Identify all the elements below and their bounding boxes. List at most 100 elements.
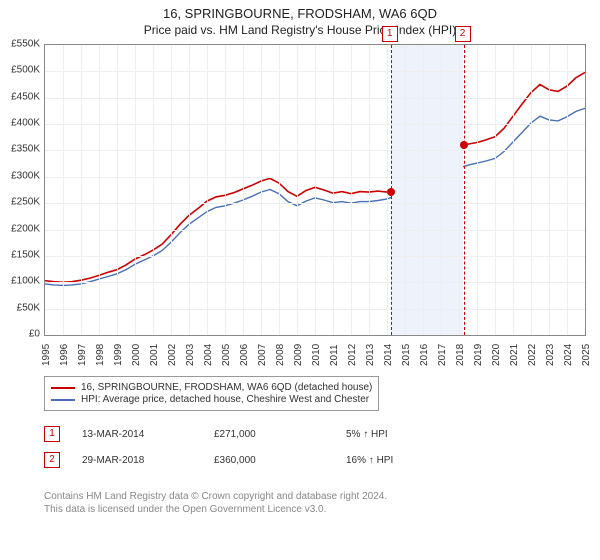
grid-v [63, 45, 64, 335]
x-tick-label: 2020 [491, 344, 502, 366]
x-tick-label: 2009 [293, 344, 304, 366]
y-tick-label: £350K [4, 144, 40, 155]
y-tick-label: £250K [4, 197, 40, 208]
event-marker-box: 2 [455, 26, 471, 42]
y-tick-label: £0 [4, 329, 40, 340]
grid-v [567, 45, 568, 335]
x-tick-label: 2024 [563, 344, 574, 366]
grid-v [135, 45, 136, 335]
x-tick-label: 1996 [59, 344, 70, 366]
x-tick-label: 1997 [77, 344, 88, 366]
grid-v [117, 45, 118, 335]
event-vline [464, 45, 465, 335]
x-tick-label: 2000 [131, 344, 142, 366]
event-row: 1 13-MAR-2014 £271,000 5% ↑ HPI [44, 426, 456, 442]
x-tick-label: 2008 [275, 344, 286, 366]
event-row: 2 29-MAR-2018 £360,000 16% ↑ HPI [44, 452, 456, 468]
y-tick-label: £300K [4, 170, 40, 181]
title-line-1: 16, SPRINGBOURNE, FRODSHAM, WA6 6QD [0, 6, 600, 21]
event-date: 29-MAR-2018 [82, 455, 192, 466]
x-tick-label: 2012 [347, 344, 358, 366]
grid-v [531, 45, 532, 335]
legend-label: 16, SPRINGBOURNE, FRODSHAM, WA6 6QD (det… [81, 382, 372, 393]
y-tick-label: £550K [4, 39, 40, 50]
x-tick-label: 2005 [221, 344, 232, 366]
event-date: 13-MAR-2014 [82, 429, 192, 440]
y-tick-label: £400K [4, 118, 40, 129]
legend-swatch [51, 387, 75, 389]
title-line-2: Price paid vs. HM Land Registry's House … [0, 23, 600, 37]
event-marker-box: 1 [382, 26, 398, 42]
grid-v [549, 45, 550, 335]
x-tick-label: 2010 [311, 344, 322, 366]
x-tick-label: 2006 [239, 344, 250, 366]
x-tick-label: 2004 [203, 344, 214, 366]
y-tick-label: £150K [4, 249, 40, 260]
x-tick-label: 2003 [185, 344, 196, 366]
x-tick-label: 1998 [95, 344, 106, 366]
grid-v [225, 45, 226, 335]
event-delta: 16% ↑ HPI [346, 455, 456, 466]
x-tick-label: 1999 [113, 344, 124, 366]
x-tick-label: 2001 [149, 344, 160, 366]
x-tick-label: 2018 [455, 344, 466, 366]
plot-area [44, 44, 586, 336]
grid-v [279, 45, 280, 335]
legend-row: HPI: Average price, detached house, Ches… [51, 394, 372, 405]
grid-v [189, 45, 190, 335]
event-price: £271,000 [214, 429, 324, 440]
event-price: £360,000 [214, 455, 324, 466]
x-tick-label: 2002 [167, 344, 178, 366]
grid-v [207, 45, 208, 335]
x-tick-label: 2021 [509, 344, 520, 366]
x-tick-label: 1995 [41, 344, 52, 366]
grid-v [369, 45, 370, 335]
grid-v [261, 45, 262, 335]
x-tick-label: 2017 [437, 344, 448, 366]
x-tick-label: 2015 [401, 344, 412, 366]
grid-v [333, 45, 334, 335]
x-tick-label: 2016 [419, 344, 430, 366]
grid-v [297, 45, 298, 335]
event-delta: 5% ↑ HPI [346, 429, 456, 440]
chart-container: 16, SPRINGBOURNE, FRODSHAM, WA6 6QD Pric… [0, 0, 600, 560]
grid-v [405, 45, 406, 335]
legend: 16, SPRINGBOURNE, FRODSHAM, WA6 6QD (det… [44, 376, 379, 411]
grid-v [81, 45, 82, 335]
footer-line: This data is licensed under the Open Gov… [44, 503, 387, 516]
grid-v [423, 45, 424, 335]
grid-v [441, 45, 442, 335]
x-tick-label: 2014 [383, 344, 394, 366]
y-tick-label: £100K [4, 276, 40, 287]
legend-swatch [51, 399, 75, 401]
legend-row: 16, SPRINGBOURNE, FRODSHAM, WA6 6QD (det… [51, 382, 372, 393]
y-tick-label: £50K [4, 302, 40, 313]
grid-v [477, 45, 478, 335]
x-tick-label: 2007 [257, 344, 268, 366]
x-tick-label: 2023 [545, 344, 556, 366]
legend-label: HPI: Average price, detached house, Ches… [81, 394, 369, 405]
x-tick-label: 2011 [329, 344, 340, 366]
event-dot [387, 188, 395, 196]
event-row-box: 1 [44, 426, 60, 442]
footer-line: Contains HM Land Registry data © Crown c… [44, 490, 387, 503]
event-dot [460, 141, 468, 149]
x-tick-label: 2013 [365, 344, 376, 366]
grid-v [513, 45, 514, 335]
x-tick-label: 2019 [473, 344, 484, 366]
event-band [391, 45, 464, 335]
grid-v [153, 45, 154, 335]
grid-v [243, 45, 244, 335]
titles: 16, SPRINGBOURNE, FRODSHAM, WA6 6QD Pric… [0, 0, 600, 37]
grid-v [99, 45, 100, 335]
grid-v [315, 45, 316, 335]
grid-v [171, 45, 172, 335]
x-tick-label: 2022 [527, 344, 538, 366]
grid-v [459, 45, 460, 335]
grid-v [351, 45, 352, 335]
footer: Contains HM Land Registry data © Crown c… [44, 490, 387, 516]
y-tick-label: £500K [4, 65, 40, 76]
y-tick-label: £450K [4, 91, 40, 102]
y-tick-label: £200K [4, 223, 40, 234]
event-row-box: 2 [44, 452, 60, 468]
